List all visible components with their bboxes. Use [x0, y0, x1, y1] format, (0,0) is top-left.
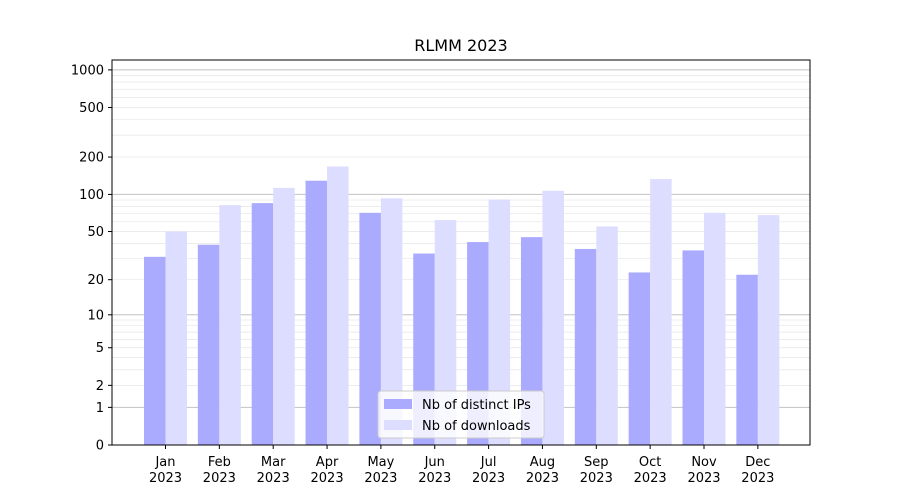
- bar-distinct-ips: [682, 250, 704, 445]
- x-tick-sublabel: 2023: [687, 471, 720, 486]
- y-tick-label: 1000: [71, 63, 104, 78]
- x-tick-label: Jan: [154, 455, 175, 470]
- x-tick-label: Dec: [745, 455, 770, 470]
- x-tick-label: Aug: [530, 455, 555, 470]
- bar-downloads: [273, 187, 295, 445]
- x-tick-sublabel: 2023: [311, 471, 344, 486]
- chart-title: RLMM 2023: [414, 36, 507, 55]
- y-tick-label: 2: [96, 379, 104, 394]
- bar-distinct-ips: [736, 274, 758, 445]
- bar-downloads: [488, 199, 511, 445]
- bars: [144, 166, 780, 445]
- bar-downloads: [434, 220, 457, 445]
- x-tick-sublabel: 2023: [257, 471, 290, 486]
- bar-distinct-ips: [251, 203, 274, 445]
- x-tick-sublabel: 2023: [364, 471, 397, 486]
- y-tick-label: 100: [79, 188, 104, 203]
- legend: Nb of distinct IPs Nb of downloads: [377, 390, 545, 439]
- y-tick-label: 500: [79, 101, 104, 116]
- y-tick-label: 200: [79, 151, 104, 166]
- y-tick-label: 5: [96, 341, 104, 356]
- bar-downloads: [219, 205, 241, 445]
- y-tick-label: 1: [96, 401, 104, 416]
- x-tick-label: Nov: [691, 455, 717, 470]
- bar-distinct-ips: [628, 272, 651, 445]
- y-axis: 0 1 2 5 10 20 50 100 200 500 1000: [71, 63, 112, 454]
- x-tick-sublabel: 2023: [580, 471, 613, 486]
- legend-swatch: [384, 420, 412, 430]
- x-tick-label: Feb: [208, 455, 231, 470]
- y-tick-label: 0: [96, 439, 104, 454]
- x-tick-sublabel: 2023: [741, 471, 774, 486]
- bar-distinct-ips: [359, 212, 381, 445]
- x-tick-label: Sep: [584, 455, 609, 470]
- bar-downloads: [757, 215, 780, 445]
- bar-downloads: [165, 231, 187, 445]
- x-tick-label: May: [367, 455, 394, 470]
- y-tick-label: 50: [87, 225, 104, 240]
- x-tick-sublabel: 2023: [634, 471, 667, 486]
- bar-distinct-ips: [144, 256, 166, 445]
- bar-downloads: [327, 166, 349, 445]
- x-tick-label: Jun: [424, 455, 445, 470]
- bar-downloads: [650, 179, 672, 445]
- bar-distinct-ips: [197, 244, 220, 445]
- bar-downloads: [542, 190, 564, 445]
- x-axis: Jan2023Feb2023Mar2023Apr2023May2023Jun20…: [149, 445, 774, 486]
- y-tick-label: 20: [87, 273, 104, 288]
- x-tick-sublabel: 2023: [203, 471, 236, 486]
- x-tick-label: Oct: [639, 455, 661, 470]
- bar-downloads: [704, 212, 726, 445]
- x-tick-sublabel: 2023: [149, 471, 182, 486]
- bar-distinct-ips: [305, 180, 328, 445]
- plot-frame: [111, 59, 811, 446]
- bar-downloads: [596, 226, 618, 445]
- x-tick-label: Mar: [261, 455, 286, 470]
- bar-downloads: [380, 198, 403, 445]
- x-tick-label: Jul: [480, 455, 497, 470]
- legend-box: [377, 390, 545, 439]
- x-tick-sublabel: 2023: [472, 471, 505, 486]
- y-tick-label: 10: [87, 308, 104, 323]
- x-tick-label: Apr: [316, 455, 339, 470]
- legend-label: Nb of distinct IPs: [422, 398, 531, 413]
- x-tick-sublabel: 2023: [526, 471, 559, 486]
- legend-swatch: [384, 399, 412, 409]
- bar-distinct-ips: [574, 248, 597, 445]
- x-tick-sublabel: 2023: [418, 471, 451, 486]
- legend-label: Nb of downloads: [422, 419, 531, 434]
